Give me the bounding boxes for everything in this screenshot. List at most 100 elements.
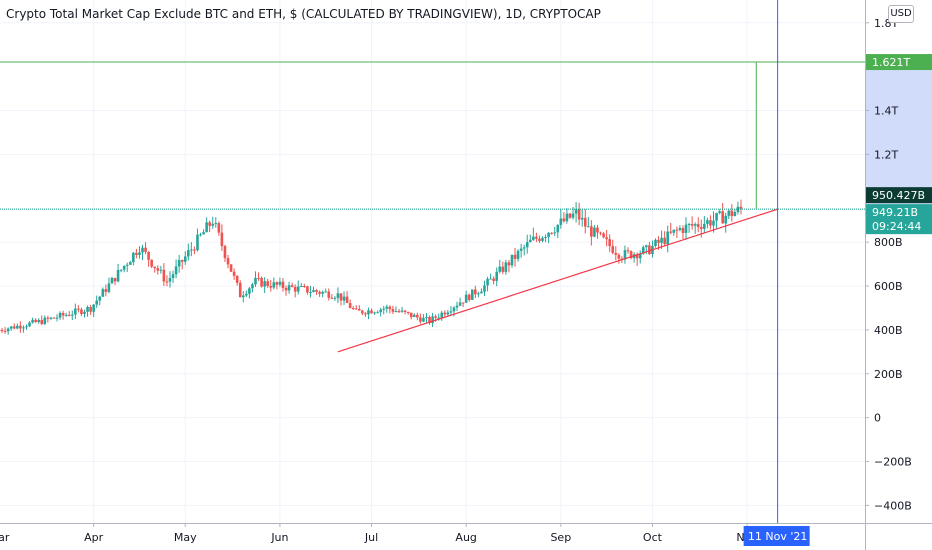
candle [556, 224, 560, 238]
candle [257, 272, 260, 281]
candle-body [0, 329, 4, 331]
candle [361, 309, 364, 316]
candle [571, 206, 575, 220]
candles-layer [0, 199, 743, 335]
candle-body [235, 275, 239, 283]
candle [46, 315, 50, 323]
candle [16, 323, 19, 330]
candle-body [336, 293, 340, 298]
candle-body [446, 312, 450, 315]
candle [290, 282, 294, 288]
candle [3, 327, 7, 334]
candle-body [144, 247, 147, 252]
candle [306, 285, 309, 295]
candle [296, 280, 300, 295]
candle-body [696, 224, 700, 228]
candle [70, 310, 74, 321]
candle-body [266, 281, 270, 286]
candle-body [645, 245, 648, 248]
target-price-tag-bg [866, 54, 932, 71]
candle-body [654, 239, 657, 246]
y-tick-label: 200B [874, 368, 903, 381]
candle-body [77, 308, 80, 310]
target-price-tag: 1.621T [866, 54, 932, 71]
candle [245, 290, 248, 298]
candle [684, 217, 688, 240]
candle [223, 244, 227, 263]
candle [507, 259, 511, 273]
candle [538, 235, 541, 244]
candle-body [263, 281, 266, 287]
candle-body [373, 312, 376, 314]
candle [718, 209, 721, 215]
candle [608, 234, 611, 252]
candle [177, 255, 181, 273]
candle [428, 315, 431, 325]
candle [232, 268, 236, 280]
candle [324, 288, 328, 293]
candle [550, 232, 553, 235]
candle-body [214, 223, 218, 225]
candle [241, 291, 245, 303]
candle [596, 224, 599, 239]
candle-body [522, 247, 526, 249]
candle [449, 306, 453, 316]
candle [547, 231, 550, 244]
candle [284, 285, 288, 296]
candle-body [428, 317, 431, 323]
crosshair-date-bg [743, 526, 810, 546]
x-tick-label: Sep [550, 531, 571, 544]
candle [214, 217, 218, 228]
price-range-highlight [865, 62, 932, 210]
candle [409, 312, 413, 320]
candle-body [412, 314, 416, 318]
candle [31, 317, 34, 324]
candle [709, 215, 712, 230]
candle-body [587, 226, 590, 228]
candle-body [315, 290, 318, 292]
candle-body [477, 293, 480, 295]
candle [706, 217, 709, 229]
candle-body [58, 312, 62, 318]
candle [397, 308, 401, 313]
candle-body [367, 310, 370, 315]
candle [278, 277, 282, 287]
candle-body [437, 317, 440, 319]
candle-body [303, 285, 306, 287]
candle-body [162, 269, 166, 282]
candle-body [34, 319, 37, 323]
candle-body [183, 256, 187, 262]
candle-body [703, 223, 706, 229]
candle-body [614, 252, 618, 255]
candle [562, 212, 566, 223]
x-tick-label: Aug [455, 531, 476, 544]
candle [580, 208, 584, 227]
candle [696, 217, 700, 233]
candle-body [678, 228, 682, 230]
candle-body [596, 227, 599, 233]
candle-body [306, 286, 309, 293]
candle-body [9, 326, 13, 329]
candle-body [718, 211, 721, 214]
candle [602, 232, 605, 239]
candle [382, 305, 386, 315]
drawings-layer[interactable] [0, 0, 865, 523]
candle [208, 220, 211, 233]
candle-body [635, 254, 639, 259]
candle-body [67, 314, 71, 316]
candle [248, 286, 251, 299]
candle [89, 304, 92, 315]
candle [687, 222, 691, 233]
candle-body [730, 210, 734, 217]
candle-body [80, 309, 83, 315]
candle [342, 291, 346, 305]
candle [312, 286, 315, 293]
candle [693, 222, 697, 234]
candle [287, 281, 291, 294]
candle [336, 287, 340, 304]
candle [193, 246, 196, 255]
candle-body [22, 327, 25, 329]
currency-button[interactable]: USD [888, 5, 914, 23]
candle-body [492, 278, 495, 281]
